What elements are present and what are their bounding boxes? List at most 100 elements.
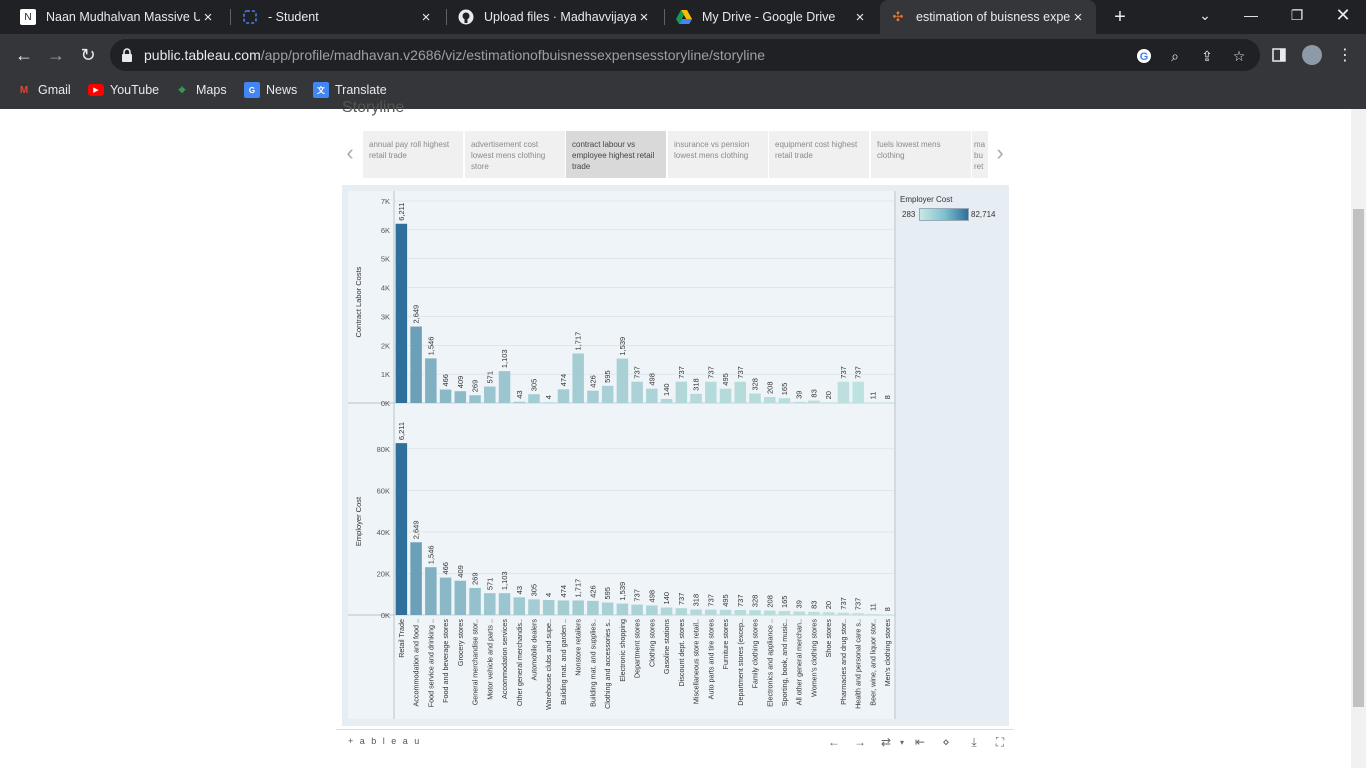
data-label: 83 <box>809 601 818 609</box>
undo-icon[interactable]: ← <box>828 735 840 749</box>
data-label: 737 <box>839 366 848 379</box>
story-next-arrow[interactable]: › <box>996 140 1004 165</box>
data-label: 1,717 <box>574 579 583 598</box>
scrollbar-thumb[interactable] <box>1353 209 1364 707</box>
story-point-1[interactable]: annual pay roll highest retail trade <box>363 131 463 178</box>
data-label: 208 <box>765 595 774 608</box>
data-label: 43 <box>515 586 524 594</box>
x-tick-label: Shoe stores <box>824 619 833 658</box>
close-icon[interactable]: × <box>639 8 649 26</box>
bookmark-youtube[interactable]: ▶ YouTube <box>88 81 159 99</box>
data-label: 11 <box>868 603 877 611</box>
back-button[interactable]: ← <box>15 44 33 65</box>
profile-avatar[interactable] <box>1302 45 1322 65</box>
data-label: 1,546 <box>426 337 435 356</box>
menu-icon[interactable]: ⋮ <box>1337 47 1353 64</box>
page-scrollbar[interactable] <box>1351 109 1366 768</box>
close-icon[interactable]: × <box>1073 8 1083 26</box>
bar <box>572 353 584 403</box>
close-window-button[interactable]: ✕ <box>1335 4 1351 25</box>
bookmark-gmail[interactable]: M Gmail <box>16 81 71 99</box>
bar <box>808 611 820 615</box>
fullscreen-icon[interactable]: ⛶ <box>995 734 1005 749</box>
data-label: 305 <box>529 584 538 597</box>
story-point-7[interactable]: ma bu ret <box>972 131 988 178</box>
bar <box>675 608 688 615</box>
story-prev-arrow[interactable]: ‹ <box>346 140 354 165</box>
bookmark-news[interactable]: G News <box>244 81 297 99</box>
chevron-down-icon[interactable]: ▾ <box>899 737 904 747</box>
side-panel-icon[interactable] <box>1270 46 1288 64</box>
new-tab-button[interactable]: + <box>1114 5 1126 28</box>
data-label: 4 <box>544 395 553 399</box>
share-network-icon[interactable]: ⋄ <box>942 735 950 749</box>
tab-student[interactable]: - Student × <box>232 0 444 34</box>
data-label: 737 <box>736 594 745 607</box>
data-label: 498 <box>647 373 656 386</box>
x-tick-label: Beer, wine, and liquor stor.. <box>868 619 877 706</box>
bar <box>690 609 702 615</box>
bar <box>764 396 776 403</box>
url-text: public.tableau.com/app/profile/madhavan.… <box>144 47 765 63</box>
reset-icon[interactable]: ⇤ <box>914 735 926 749</box>
zoom-icon[interactable]: ⌕ <box>1171 47 1179 64</box>
data-label: 140 <box>662 592 671 605</box>
bar <box>808 400 820 403</box>
reload-button[interactable]: ↻ <box>80 44 96 65</box>
story-point-5[interactable]: equipment cost highest retail trade <box>769 131 869 178</box>
google-icon[interactable]: G <box>1135 47 1153 65</box>
story-point-6[interactable]: fuels lowest mens clothing <box>871 131 971 178</box>
bar <box>484 593 496 615</box>
story-point-3[interactable]: contract labour vs employee highest reta… <box>566 131 666 178</box>
x-tick-label: Accommodation and food .. <box>412 619 421 707</box>
tab-naan-mudhalvan[interactable]: N Naan Mudhalvan Massive Up × <box>10 0 226 34</box>
bar <box>587 390 599 403</box>
download-icon[interactable]: ⤓ <box>971 734 977 749</box>
data-label: 426 <box>588 375 597 388</box>
tab-github[interactable]: Upload files · Madhavvijayak × <box>448 0 662 34</box>
tab-google-drive[interactable]: My Drive - Google Drive × <box>666 0 878 34</box>
bookmark-maps[interactable]: ⌖ Maps <box>174 81 226 99</box>
close-icon[interactable]: × <box>421 8 431 26</box>
data-label: 4 <box>544 593 553 597</box>
bar <box>690 393 702 403</box>
x-tick-label: Auto parts and tire stores <box>706 619 715 700</box>
bookmark-star-icon[interactable]: ☆ <box>1232 47 1246 64</box>
close-icon[interactable]: × <box>855 8 865 26</box>
x-tick-label: Retail Trade <box>397 619 406 658</box>
revert-icon[interactable]: ⇄ <box>880 735 892 749</box>
address-bar[interactable]: public.tableau.com/app/profile/madhavan.… <box>110 39 1260 71</box>
tab-tableau[interactable]: ✣ estimation of buisness expe × <box>880 0 1096 34</box>
data-label: 1,539 <box>618 582 627 601</box>
bookmarks-bar: M Gmail ▶ YouTube ⌖ Maps G News 文 Transl… <box>0 76 1366 104</box>
legend-color-ramp <box>919 208 969 221</box>
bar <box>734 610 747 615</box>
x-tick-label: Electronics and appliance .. <box>765 619 774 707</box>
data-label: 1,717 <box>574 332 583 351</box>
y-tick-label: 7K <box>381 197 390 206</box>
story-point-4[interactable]: insurance vs pension lowest mens clothin… <box>668 131 768 178</box>
x-tick-label: Warehouse clubs and supe.. <box>544 619 553 710</box>
close-icon[interactable]: × <box>203 8 213 26</box>
forward-button[interactable]: → <box>47 44 65 65</box>
share-icon[interactable]: ⇪ <box>1201 47 1213 64</box>
bar <box>528 394 540 403</box>
bar-chart: 0K 1K 2K 3K 4K 5K 6K 7K Contract Labor Costs 6,21… <box>348 191 896 719</box>
y-tick-label: 4K <box>381 284 390 293</box>
tab-title: estimation of buisness expe <box>916 10 1070 24</box>
data-label: 1,546 <box>426 545 435 564</box>
redo-icon[interactable]: → <box>854 735 866 749</box>
minimize-button[interactable]: — <box>1244 7 1258 23</box>
data-label: 466 <box>441 562 450 575</box>
bookmark-translate[interactable]: 文 Translate <box>313 81 387 99</box>
story-point-2[interactable]: advertisement cost lowest mens clothing … <box>465 131 565 178</box>
restore-button[interactable]: ❐ <box>1290 6 1304 23</box>
bar <box>852 381 864 403</box>
bar <box>881 614 894 615</box>
bookmark-label: News <box>266 83 298 97</box>
bar <box>498 593 511 615</box>
legend-min: 283 <box>902 210 916 219</box>
bar <box>557 600 570 615</box>
data-label: 737 <box>633 589 642 602</box>
tab-search-icon[interactable]: ⌄ <box>1199 6 1211 23</box>
